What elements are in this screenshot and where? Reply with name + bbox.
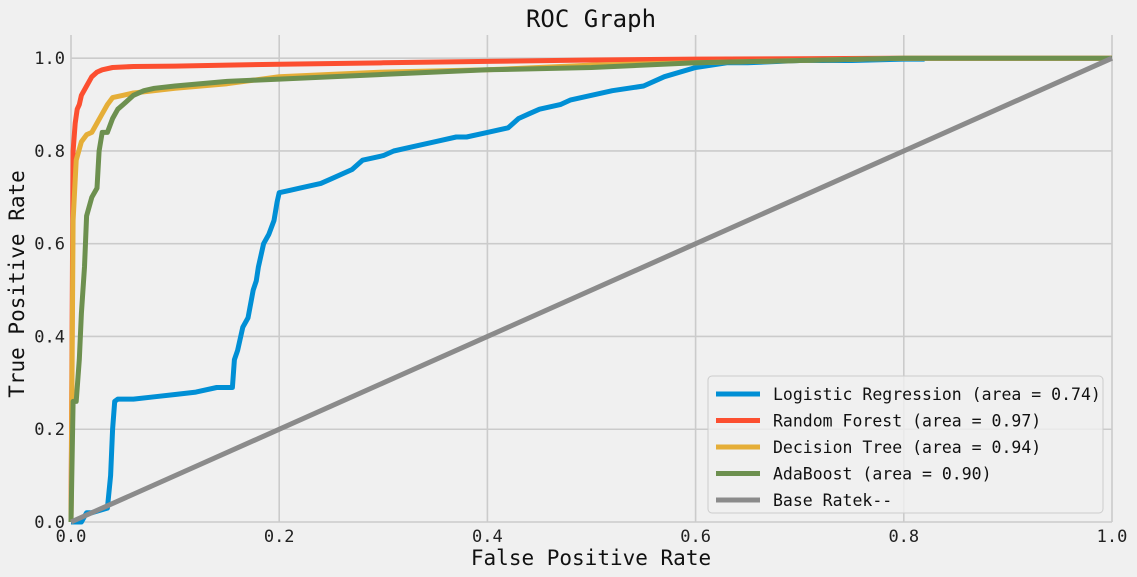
legend-label: Random Forest (area = 0.97) — [773, 412, 1041, 431]
tick-labels: 0.0 0.2 0.4 0.6 0.8 1.0 0.0 0.2 0.4 0.6 0.8 1.0 — [34, 49, 1127, 547]
x-tick-label: 1.0 — [1097, 527, 1128, 547]
series-line — [68, 55, 1112, 523]
y-tick-label: 0.2 — [34, 420, 65, 440]
grid — [70, 35, 1113, 523]
legend: Logistic Regression (area = 0.74) Random … — [707, 375, 1104, 514]
x-tick-label: 0.4 — [472, 527, 503, 547]
legend-label: Logistic Regression (area = 0.74) — [773, 385, 1101, 404]
chart-title: ROC Graph — [526, 5, 656, 33]
series-lines — [68, 55, 1114, 525]
legend-box — [707, 375, 1104, 514]
y-axis-title: True Positive Rate — [5, 170, 29, 398]
y-tick-label: 1.0 — [34, 49, 65, 69]
legend-items: Logistic Regression (area = 0.74) Random … — [716, 385, 1101, 510]
series-line — [68, 55, 1112, 523]
x-axis-title: False Positive Rate — [471, 546, 711, 570]
x-tick-label: 0.0 — [56, 527, 87, 547]
legend-label: AdaBoost (area = 0.90) — [773, 465, 992, 484]
y-tick-label: 0.4 — [34, 327, 65, 347]
y-tick-label: 0.8 — [34, 142, 65, 162]
legend-label: Decision Tree (area = 0.94) — [773, 438, 1041, 457]
x-tick-label: 0.2 — [264, 527, 295, 547]
x-tick-label: 0.6 — [680, 527, 711, 547]
y-tick-label: 0.6 — [34, 235, 65, 255]
y-tick-label: 0.0 — [34, 513, 65, 533]
x-tick-label: 0.8 — [888, 527, 919, 547]
legend-label: Base Ratek-- — [773, 491, 892, 510]
series-line — [71, 56, 925, 525]
series-line — [69, 55, 1114, 525]
